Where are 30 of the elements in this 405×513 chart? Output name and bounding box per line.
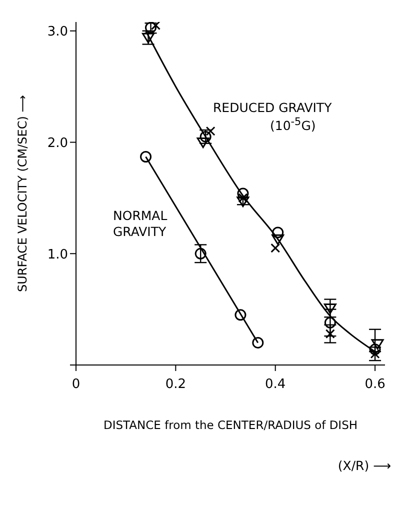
point	[252, 336, 264, 348]
text: (X/R) ⟶	[338, 458, 391, 473]
point	[324, 316, 336, 328]
point	[237, 188, 249, 200]
point	[272, 234, 284, 245]
y-tick-label: 1.0	[47, 247, 68, 262]
annotation: NORMAL	[113, 208, 168, 223]
annotation: GRAVITY	[113, 224, 166, 239]
point	[196, 138, 210, 148]
annotation: REDUCED GRAVITY	[213, 100, 332, 115]
x-tick-label: 0.4	[265, 377, 286, 392]
y-axis-title: SURFACE VELOCITY (CM/SEC) ⟶	[15, 95, 30, 292]
point	[234, 309, 246, 321]
point	[194, 248, 206, 260]
point	[324, 303, 336, 314]
point	[270, 243, 280, 253]
x-tick-label: 0.6	[364, 377, 386, 392]
point	[370, 349, 380, 359]
point	[140, 151, 152, 162]
point	[369, 344, 381, 356]
x-axis-title: DISTANCE from the CENTER/RADIUS of DISH	[103, 418, 358, 432]
x-tick-label: 0.2	[165, 377, 186, 392]
x-tick-label: 0	[72, 377, 80, 392]
point	[325, 329, 335, 339]
point	[272, 226, 284, 238]
annotation: (10$^{-5}$G)	[270, 116, 316, 134]
point	[236, 196, 250, 208]
y-tick-label: 3.0	[47, 24, 68, 40]
y-tick-label: 2.0	[47, 136, 68, 151]
point	[371, 339, 384, 350]
